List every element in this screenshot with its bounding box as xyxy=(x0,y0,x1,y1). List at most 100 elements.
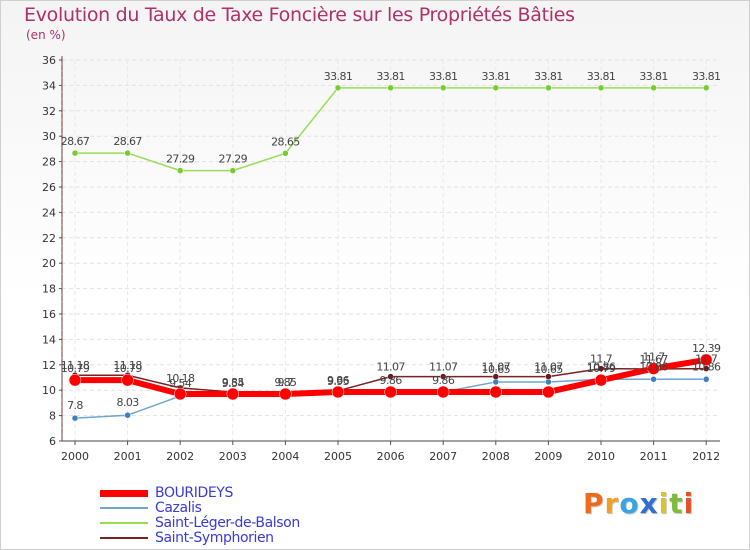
point-cazalis xyxy=(702,376,710,383)
data-label-saint-leger-de-balson: 28.67 xyxy=(113,135,142,148)
x-tick-label: 2005 xyxy=(324,450,352,463)
data-label-cazalis: 9.54 xyxy=(169,377,192,390)
point-saint-leger-de-balson xyxy=(650,84,657,92)
data-label-saint-symphorien: 9.85 xyxy=(222,376,245,389)
x-tick-label: 2011 xyxy=(640,450,668,463)
y-tick-label: 32 xyxy=(42,105,56,118)
point-saint-leger-de-balson xyxy=(439,84,447,92)
legend-swatch xyxy=(100,489,148,497)
y-tick-label: 26 xyxy=(42,181,56,194)
data-label-saint-symphorien: 9.95 xyxy=(327,375,350,388)
axes: 6 8 10 12 14 16 18 20 22 24 26 28 30 32 34 36 2000 2001 20… xyxy=(42,54,720,463)
point-saint-symphorien xyxy=(545,373,552,380)
data-label-cazalis: 7.8 xyxy=(67,399,83,412)
y-tick-label: 36 xyxy=(42,54,56,67)
x-tick-label: 2008 xyxy=(482,450,510,463)
data-label-bourideys: 11.7 xyxy=(643,351,666,364)
logo-letter: o xyxy=(619,487,640,520)
data-label-saint-symphorien: 11.07 xyxy=(534,361,563,374)
legend-label: BOURIDEYS xyxy=(155,485,233,501)
data-label-saint-symphorien: 11.18 xyxy=(113,359,142,372)
y-tick-label: 18 xyxy=(42,283,56,296)
y-tick-label: 10 xyxy=(42,384,56,397)
data-label-bourideys: 9.7 xyxy=(278,376,294,389)
data-label-saint-leger-de-balson: 27.29 xyxy=(219,153,248,166)
data-label-cazalis: 10.86 xyxy=(639,360,668,373)
point-cazalis xyxy=(71,414,79,422)
point-bourideys xyxy=(436,385,450,399)
data-label-bourideys: 12.39 xyxy=(692,342,721,355)
y-tick-label: 6 xyxy=(49,435,56,448)
y-tick-label: 12 xyxy=(42,359,56,372)
point-saint-leger-de-balson xyxy=(492,84,500,92)
data-label-saint-leger-de-balson: 33.81 xyxy=(376,70,405,83)
legend-label: Cazalis xyxy=(155,500,202,516)
data-label-saint-symphorien: 11.7 xyxy=(590,353,613,366)
point-bourideys xyxy=(331,385,345,399)
data-label-saint-symphorien: 11.18 xyxy=(61,359,90,372)
data-label-bourideys: 9.86 xyxy=(432,374,455,387)
point-bourideys xyxy=(384,385,397,399)
data-label-saint-leger-de-balson: 27.29 xyxy=(166,153,195,166)
point-bourideys xyxy=(594,373,608,387)
data-label-cazalis: 10.65 xyxy=(534,363,563,376)
x-tick-label: 2001 xyxy=(114,450,142,463)
point-saint-symphorien xyxy=(439,373,447,380)
legend-swatch xyxy=(100,522,148,524)
data-label-saint-leger-de-balson: 33.81 xyxy=(587,70,616,83)
data-label-saint-leger-de-balson: 33.81 xyxy=(482,70,511,83)
point-bourideys xyxy=(121,373,134,387)
x-tick-label: 2007 xyxy=(429,450,457,463)
point-bourideys xyxy=(489,385,503,399)
point-bourideys xyxy=(647,362,660,375)
y-tick-label: 20 xyxy=(42,257,56,270)
point-saint-leger-de-balson xyxy=(282,150,289,157)
point-saint-leger-de-balson xyxy=(387,84,394,92)
logo-letter: x xyxy=(639,487,659,520)
data-label-saint-leger-de-balson: 28.67 xyxy=(61,135,90,148)
point-saint-symphorien xyxy=(597,365,605,372)
data-label-cazalis: 10.86 xyxy=(587,360,616,373)
x-tick-label: 2003 xyxy=(219,450,247,463)
point-bourideys xyxy=(226,387,240,401)
y-tick-label: 22 xyxy=(42,232,56,245)
point-bourideys xyxy=(68,373,82,387)
x-tick-label: 2009 xyxy=(534,450,562,463)
logo-letter: t xyxy=(669,487,684,520)
legend-swatch xyxy=(100,507,148,509)
series-lines xyxy=(68,84,713,422)
x-tick-label: 2004 xyxy=(271,450,299,463)
y-tick-label: 24 xyxy=(42,206,56,219)
chart-title: Evolution du Taux de Taxe Foncière sur l… xyxy=(24,4,575,26)
y-tick-label: 16 xyxy=(42,308,56,321)
data-label-saint-leger-de-balson: 33.81 xyxy=(534,70,563,83)
data-label-cazalis: 8.03 xyxy=(117,396,140,409)
point-saint-leger-de-balson xyxy=(597,84,605,92)
point-bourideys xyxy=(279,387,292,401)
y-tick-label: 8 xyxy=(49,410,56,423)
point-saint-symphorien xyxy=(492,373,500,380)
data-label-saint-leger-de-balson: 33.81 xyxy=(692,70,721,83)
data-label-saint-symphorien: 11.07 xyxy=(376,361,405,374)
data-label-bourideys: 9.86 xyxy=(327,374,350,387)
x-tick-label: 2010 xyxy=(587,450,615,463)
legend-label: Saint-Symphorien xyxy=(155,530,274,546)
legend-label: Saint-Léger-de-Balson xyxy=(155,515,300,531)
x-tick-label: 2002 xyxy=(166,450,194,463)
point-bourideys xyxy=(173,387,187,401)
y-axis-unit-label: (en %) xyxy=(26,28,66,42)
logo-letter: r xyxy=(604,487,620,520)
point-saint-leger-de-balson xyxy=(334,84,342,92)
point-saint-leger-de-balson xyxy=(229,167,237,174)
data-label-saint-leger-de-balson: 33.81 xyxy=(324,70,353,83)
x-tick-label: 2000 xyxy=(61,450,89,463)
x-tick-label: 2012 xyxy=(692,450,720,463)
data-label-saint-leger-de-balson: 33.81 xyxy=(639,70,668,83)
data-label-saint-symphorien: 10.18 xyxy=(166,372,195,385)
data-label-saint-symphorien: 11.07 xyxy=(429,361,458,374)
data-label-cazalis: 10.86 xyxy=(692,360,721,373)
logo-letter: P xyxy=(583,487,605,520)
